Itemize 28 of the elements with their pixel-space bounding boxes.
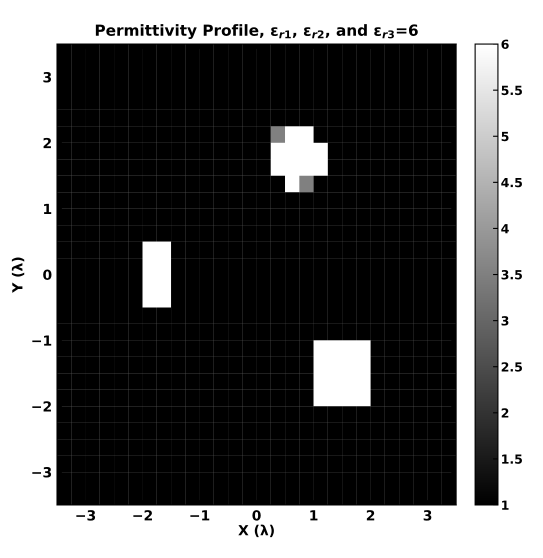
- color-bar-label: 3: [502, 316, 508, 326]
- x-tick-label: −2: [133, 510, 152, 520]
- color-bar-label: 2: [502, 408, 508, 418]
- x-tick-label: 0: [252, 510, 261, 521]
- color-bar-label: 4.5: [501, 178, 522, 188]
- x-tick-label: −1: [190, 510, 210, 520]
- color-bar-label: 4: [501, 224, 509, 234]
- x-tick-label: 1: [310, 510, 318, 520]
- x-tick-label: 2: [366, 510, 374, 520]
- color-bar-label: 1.5: [502, 454, 522, 464]
- y-tick-label: −1: [32, 336, 52, 346]
- y-tick-label: −2: [32, 401, 51, 412]
- color-bar-label: 6: [501, 40, 509, 50]
- y-tick-label: 3: [43, 72, 52, 82]
- y-tick-label: −3: [32, 467, 52, 478]
- color-bar-label: 5.5: [502, 86, 522, 96]
- y-tick-label: 1: [44, 204, 52, 214]
- y-tick-label: 0: [43, 270, 52, 280]
- color-bar-label: 5: [502, 132, 509, 142]
- color-bar-label: 1: [502, 500, 509, 510]
- color-bar-label: 2.5: [502, 362, 522, 372]
- chart-title: Permittivity Profile, ε$_{r1}$, ε$_{r2}$, and ε$_{r3}$=6: [96, 24, 418, 40]
- y-axis-title: Y (λ): [12, 258, 24, 293]
- color-bar-label: 3.5: [502, 270, 522, 280]
- x-axis-title: X (λ): [238, 524, 274, 538]
- x-tick-label: 3: [424, 510, 432, 521]
- y-tick-label: 2: [44, 138, 51, 148]
- x-tick-label: −3: [76, 510, 96, 521]
